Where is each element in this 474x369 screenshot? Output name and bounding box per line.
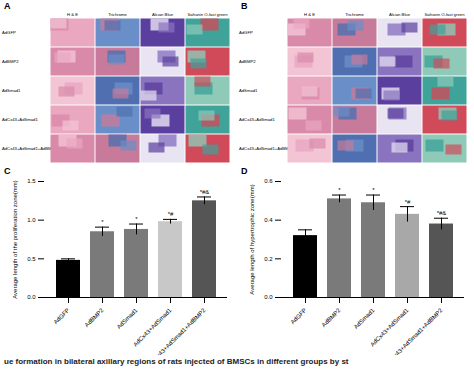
svg-text:Safranin O-fast green: Safranin O-fast green xyxy=(424,12,465,17)
html-text:D: D xyxy=(241,166,248,176)
svg-text:AdGFP: AdGFP xyxy=(52,307,70,325)
svg-text:*: * xyxy=(135,216,138,222)
svg-text:Safranin O-fast green: Safranin O-fast green xyxy=(187,12,228,17)
html-text:C: C xyxy=(4,166,11,176)
svg-text:Average length of the prolifer: Average length of the proliferation zone… xyxy=(12,180,18,299)
svg-text:AdBMP2: AdBMP2 xyxy=(84,307,105,328)
svg-text:Average length of hypertrophic: Average length of hypertrophic zone(mm) xyxy=(249,184,255,294)
svg-text:AdCx43+AdSmad1+AdBMP2: AdCx43+AdSmad1+AdBMP2 xyxy=(384,307,444,355)
svg-text:Alcian Blue: Alcian Blue xyxy=(389,12,411,17)
svg-text:AdCx43+AdSmad1+AdBMP2: AdCx43+AdSmad1+AdBMP2 xyxy=(147,307,207,355)
svg-text:H & E: H & E xyxy=(67,12,78,17)
svg-text:AdCx43+AdSmad1: AdCx43+AdSmad1 xyxy=(2,117,38,122)
svg-text:*: * xyxy=(338,187,341,193)
svg-text:A: A xyxy=(4,1,11,11)
svg-text:AdGFP: AdGFP xyxy=(2,30,16,35)
svg-text:Trichrome: Trichrome xyxy=(108,12,127,17)
svg-text:*: * xyxy=(372,187,375,193)
svg-text:AdBMP2: AdBMP2 xyxy=(321,307,342,328)
svg-text:*: * xyxy=(101,219,104,225)
svg-text:*#: *# xyxy=(405,199,411,205)
svg-text:*#: *# xyxy=(168,211,174,217)
svg-text:0.0: 0.0 xyxy=(27,294,36,300)
svg-text:AdCx43+AdSmad1: AdCx43+AdSmad1 xyxy=(239,117,275,122)
svg-text:0.2: 0.2 xyxy=(264,256,273,262)
svg-text:AdSmad1: AdSmad1 xyxy=(2,88,21,93)
svg-text:0.5: 0.5 xyxy=(27,256,36,262)
svg-text:H & E: H & E xyxy=(304,12,315,17)
svg-text:AdGFP: AdGFP xyxy=(289,307,307,325)
svg-text:AdCx43+AdSmad1+AdBMP2: AdCx43+AdSmad1+AdBMP2 xyxy=(239,146,294,151)
svg-text:0.0: 0.0 xyxy=(264,294,273,300)
svg-text:AdGFP: AdGFP xyxy=(239,30,253,35)
svg-text:Trichrome: Trichrome xyxy=(345,12,364,17)
svg-text:AdSmad1: AdSmad1 xyxy=(116,307,139,330)
svg-text:Alcian Blue: Alcian Blue xyxy=(152,12,174,17)
svg-text:AdSmad1: AdSmad1 xyxy=(353,307,376,330)
svg-text:1.5: 1.5 xyxy=(27,178,36,184)
svg-text:0.4: 0.4 xyxy=(264,217,273,223)
svg-text:*#&: *#& xyxy=(200,189,210,195)
svg-text:1.0: 1.0 xyxy=(27,217,36,223)
svg-text:AdCx43+AdSmad1+AdBMP2: AdCx43+AdSmad1+AdBMP2 xyxy=(2,146,57,151)
svg-text:*#&: *#& xyxy=(437,210,447,216)
svg-text:AdBMP2: AdBMP2 xyxy=(2,59,19,64)
html-text:ue formation in bilateral axil: ue formation in bilateral axillary regio… xyxy=(4,357,349,366)
svg-text:AdBMP2: AdBMP2 xyxy=(239,59,256,64)
svg-text:0.6: 0.6 xyxy=(264,178,273,184)
svg-text:B: B xyxy=(241,1,248,11)
svg-text:AdSmad1: AdSmad1 xyxy=(239,88,258,93)
